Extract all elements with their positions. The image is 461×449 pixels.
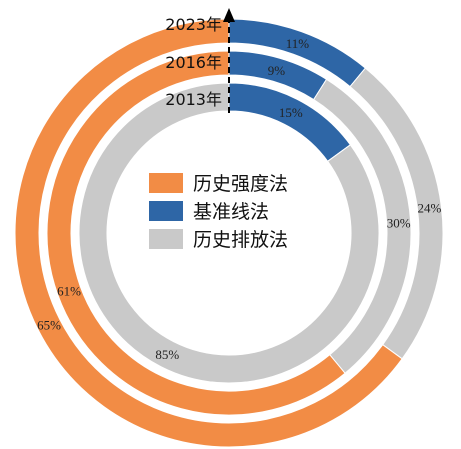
ring-2016年-benchmark-label: 9% xyxy=(268,63,286,78)
legend-label-benchmark: 基准线法 xyxy=(193,201,269,223)
legend-swatch-benchmark xyxy=(149,201,183,221)
year-labels: 2023年 2016年 2013年 xyxy=(165,15,222,109)
percent-labels: 11% 24% 65% 9% 30% 61% 15% 85% xyxy=(37,36,441,362)
ring-2013年-historical-emission-segment xyxy=(78,82,380,384)
legend-swatch-historical-intensity xyxy=(149,173,183,193)
ring-2013年-benchmark-label: 15% xyxy=(279,105,303,120)
rings xyxy=(14,18,444,448)
legend-label-historical-emission: 历史排放法 xyxy=(193,229,288,251)
ring-2016年-historical-intensity-segment xyxy=(46,50,346,416)
ring-year-label-1: 2016年 xyxy=(165,53,222,72)
ring-year-label-2: 2013年 xyxy=(165,90,222,109)
ring-2023年-benchmark-label: 11% xyxy=(286,36,310,51)
legend-label-historical-intensity: 历史强度法 xyxy=(193,173,288,195)
ring-2016年-historical-intensity-label: 61% xyxy=(57,284,81,299)
ring-2013年-historical-emission-label: 85% xyxy=(155,347,179,362)
ring-2023年-historical-emission-label: 24% xyxy=(417,201,441,216)
legend: 历史强度法 基准线法 历史排放法 xyxy=(149,173,288,251)
ring-year-label-0: 2023年 xyxy=(165,15,222,34)
ring-2016年-historical-emission-label: 30% xyxy=(387,215,411,230)
start-marker-arrow xyxy=(223,8,235,22)
legend-swatch-historical-emission xyxy=(149,229,183,249)
ring-2023年-historical-intensity-label: 65% xyxy=(37,318,61,333)
